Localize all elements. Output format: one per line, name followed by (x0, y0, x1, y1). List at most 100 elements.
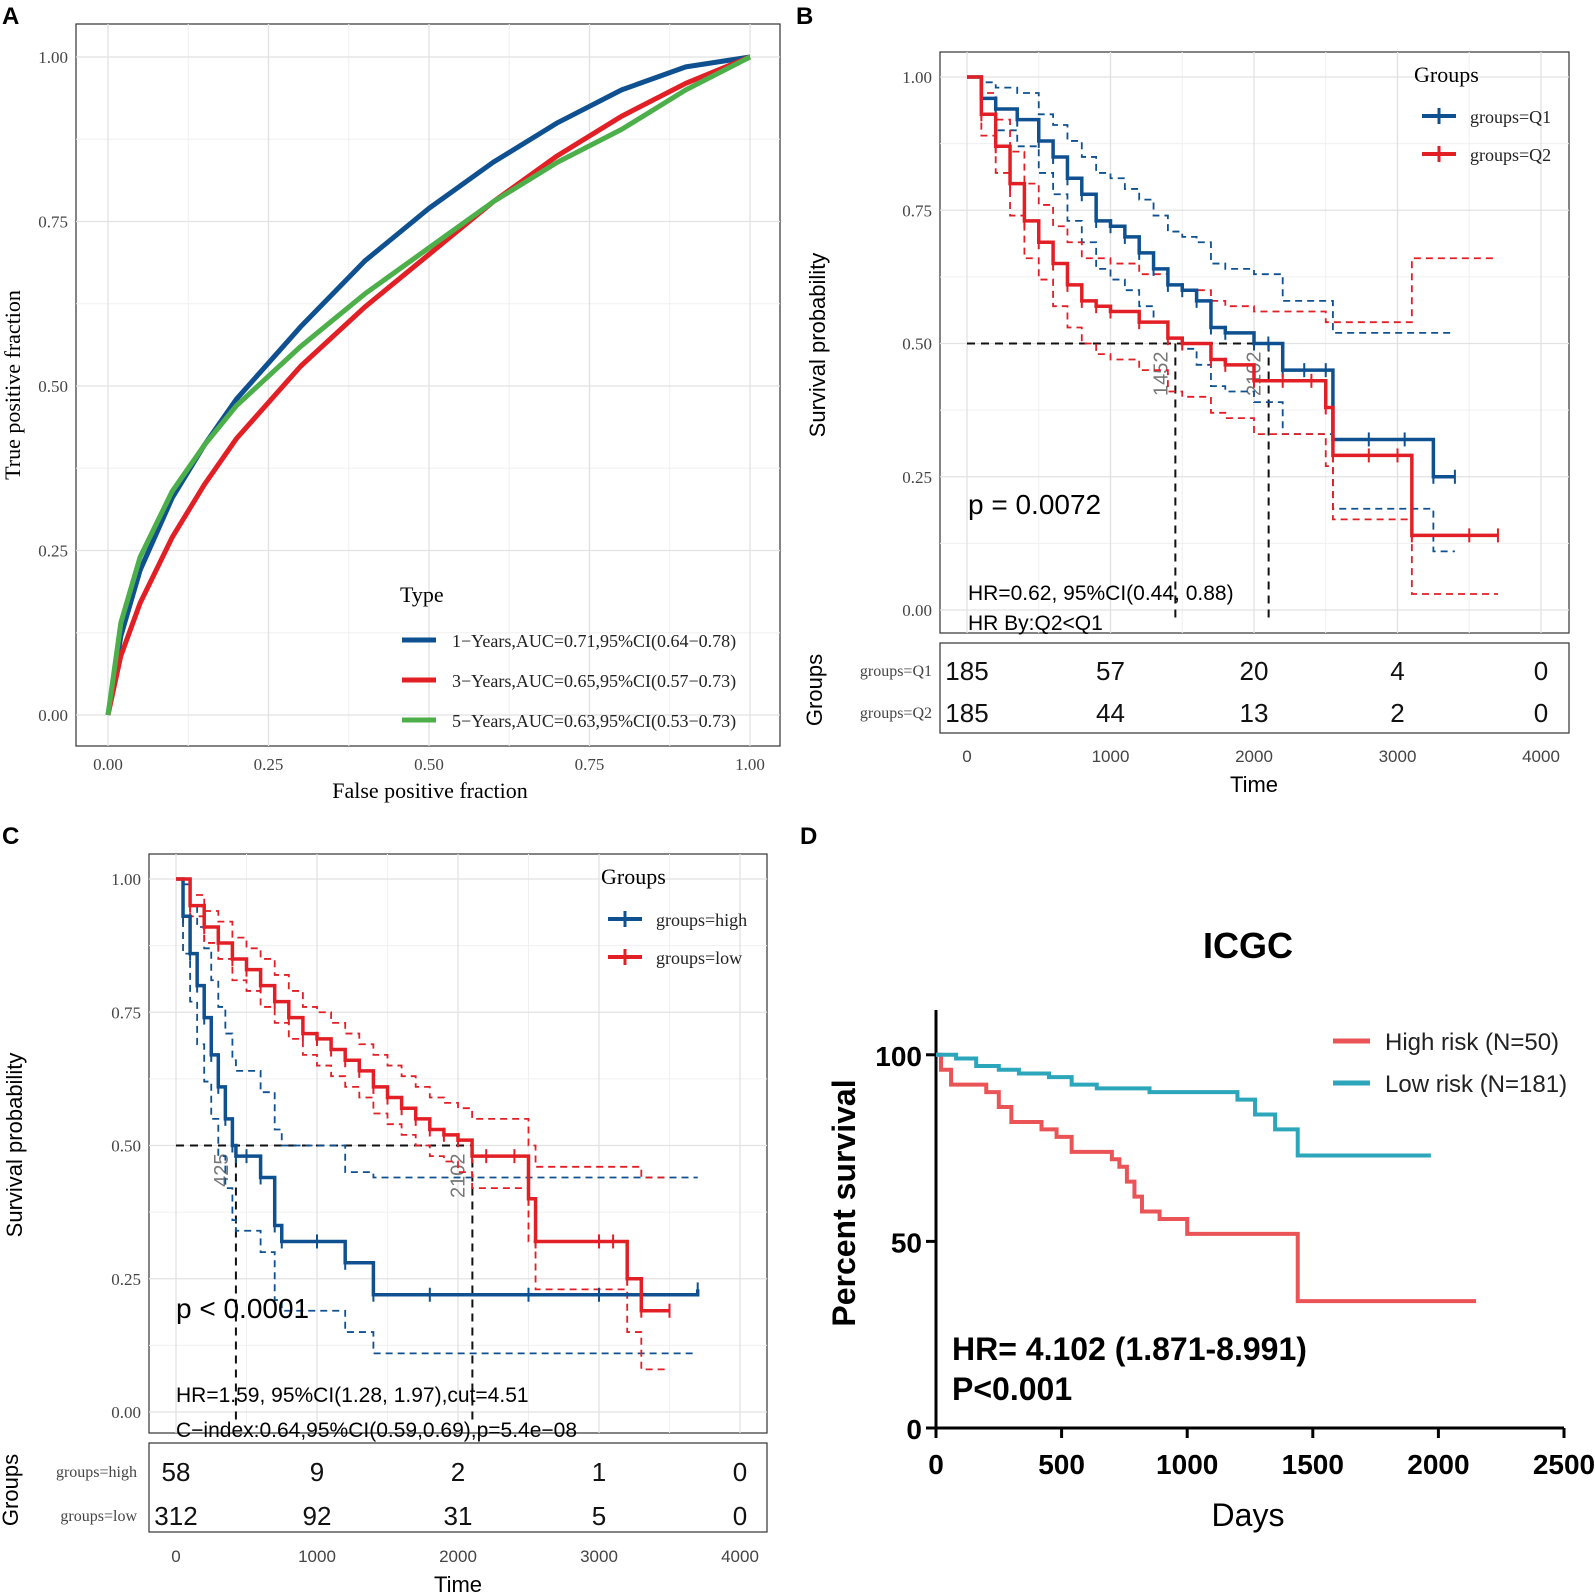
km-b-x-axis-label: Time (1230, 772, 1278, 797)
km-c-pvalue: p < 0.0001 (176, 1293, 309, 1324)
roc-y-tick-label: 1.00 (38, 48, 68, 67)
km-b-x-tick-label: 1000 (1092, 747, 1130, 766)
km-c-risk-count: 92 (303, 1501, 332, 1531)
roc-legend-label: 5−Years,AUC=0.63,95%CI(0.53−0.73) (452, 711, 736, 732)
km-c-y-axis-label: Survival probability (2, 1053, 27, 1238)
km-b-risk-count: 44 (1096, 698, 1125, 728)
km-c-risk-count: 9 (310, 1457, 324, 1487)
km-c-risk-count: 1 (592, 1457, 606, 1487)
km-d-x-tick-label: 1000 (1156, 1449, 1218, 1480)
km-c-y-tick-label: 0.50 (111, 1137, 141, 1156)
roc-y-tick-label: 0.75 (38, 213, 68, 232)
km-b-legend-label: groups=Q2 (1470, 145, 1551, 165)
km-c-legend-label: groups=high (656, 910, 747, 930)
roc-x-tick-label: 0.50 (414, 755, 444, 774)
km-b-risk-count: 2 (1390, 698, 1404, 728)
km-d-pvalue: P<0.001 (952, 1371, 1072, 1407)
km-c-ci-lower-1 (176, 878, 698, 1355)
km-c-risk-count: 58 (162, 1457, 191, 1487)
km-b-axis-ticks: 0.00 0.25 0.50 0.75 1.00 (902, 68, 932, 620)
km-c-y-tick-label: 0.25 (111, 1270, 141, 1289)
roc-legend: Type 1−Years,AUC=0.71,95%CI(0.64−0.78) 3−… (400, 582, 736, 732)
km-chart-b: 1452 2102 0.00 0.25 0.50 0.75 1.00 Survival p… (802, 51, 1570, 797)
km-c-curve-2 (176, 877, 670, 1313)
km-c-y-tick-label: 0.00 (111, 1403, 141, 1422)
km-d-hr: HR= 4.102 (1.871-8.991) (952, 1331, 1307, 1367)
km-b-legend-title: Groups (1414, 62, 1479, 87)
km-b-ci-upper-2 (967, 76, 1498, 324)
roc-legend-label: 1−Years,AUC=0.71,95%CI(0.64−0.78) (452, 631, 736, 652)
km-d-x-tick-label: 500 (1038, 1449, 1085, 1480)
km-d-title: ICGC (1203, 925, 1293, 966)
km-c-risk-count: 0 (733, 1501, 747, 1531)
km-b-x-tick-label: 0 (962, 747, 971, 766)
km-b-legend: Groups groups=Q1 groups=Q2 (1414, 62, 1551, 165)
km-b-y-axis-label: Survival probability (805, 253, 830, 438)
km-c-series: 425 2102 (176, 877, 700, 1424)
km-d-curve-2 (936, 1052, 1431, 1158)
km-b-x-ticks: 0 1000 2000 3000 4000 (962, 747, 1560, 766)
roc-curve-2 (105, 54, 751, 716)
km-c-x-ticks: 0 1000 2000 3000 4000 (171, 1547, 759, 1566)
roc-x-axis-label: False positive fraction (332, 778, 528, 803)
km-c-median-label: 2102 (447, 1154, 469, 1199)
km-c-legend-title: Groups (601, 864, 666, 889)
km-b-risk-count: 20 (1240, 656, 1269, 686)
km-b-risk-count: 185 (945, 698, 988, 728)
km-c-legend: Groups groups=high groups=low (601, 864, 747, 968)
km-d-y-tick-label: 50 (891, 1227, 922, 1258)
km-c-x-tick-label: 0 (171, 1547, 180, 1566)
km-d-y-tick-label: 100 (875, 1041, 922, 1072)
roc-y-tick-label: 0.50 (38, 377, 68, 396)
km-c-risk-count: 5 (592, 1501, 606, 1531)
km-b-risk-table (939, 642, 1570, 734)
km-b-hr: HR=0.62, 95%CI(0.44, 0.88) (968, 582, 1234, 605)
km-d-x-tick-label: 1500 (1282, 1449, 1344, 1480)
km-c-y-tick-label: 0.75 (111, 1003, 141, 1022)
km-b-risk-count: 4 (1390, 656, 1404, 686)
km-c-y-tick-label: 1.00 (111, 870, 141, 889)
km-b-risk-count: 13 (1240, 698, 1269, 728)
km-c-risk-count: 2 (451, 1457, 465, 1487)
km-c-risk-table-title: Groups (0, 1454, 23, 1526)
roc-curve-1 (105, 54, 751, 716)
km-c-risk-count: 31 (444, 1501, 473, 1531)
km-d-x-tick-label: 2500 (1533, 1449, 1595, 1480)
km-b-y-tick-label: 0.25 (902, 468, 932, 487)
km-b-x-tick-label: 3000 (1379, 747, 1417, 766)
km-d-y-tick-label: 0 (906, 1414, 922, 1445)
km-b-ci-upper-1 (967, 76, 1455, 334)
roc-plot-area (75, 23, 781, 747)
km-chart-c: 425 2102 0.00 0.25 0.50 0.75 1.00 Survival pr… (0, 853, 768, 1596)
km-c-x-axis-label: Time (434, 1572, 482, 1596)
km-c-median-label: 425 (211, 1154, 233, 1187)
km-b-risk-count: 0 (1534, 698, 1548, 728)
panel-letter-b: B (796, 3, 813, 30)
km-c-risk-count: 0 (733, 1457, 747, 1487)
km-b-median-label: 1452 (1150, 352, 1172, 397)
km-b-pvalue: p = 0.0072 (968, 489, 1101, 520)
km-b-x-tick-label: 2000 (1235, 747, 1273, 766)
km-b-y-tick-label: 0.50 (902, 335, 932, 354)
km-c-x-tick-label: 2000 (439, 1547, 477, 1566)
km-b-risk-row-label: groups=Q2 (860, 705, 932, 722)
km-c-risk-count: 312 (154, 1501, 197, 1531)
km-d-curve-1 (936, 1052, 1477, 1304)
km-c-x-tick-label: 3000 (580, 1547, 618, 1566)
km-c-ci-upper-1 (176, 878, 698, 1179)
roc-legend-label: 3−Years,AUC=0.65,95%CI(0.57−0.73) (452, 671, 736, 692)
km-b-y-tick-label: 0.00 (902, 601, 932, 620)
km-b-grid (940, 52, 1569, 633)
panel-letter-c: C (2, 823, 19, 850)
km-b-x-tick-label: 4000 (1522, 747, 1560, 766)
km-c-legend-label: groups=low (656, 948, 742, 968)
km-d-y-axis-label: Percent survival (826, 1079, 862, 1326)
km-c-x-tick-label: 4000 (721, 1547, 759, 1566)
km-b-risk-count: 185 (945, 656, 988, 686)
km-d-x-tick-label: 0 (928, 1449, 944, 1480)
km-c-risk-row-label: groups=low (60, 1508, 137, 1525)
